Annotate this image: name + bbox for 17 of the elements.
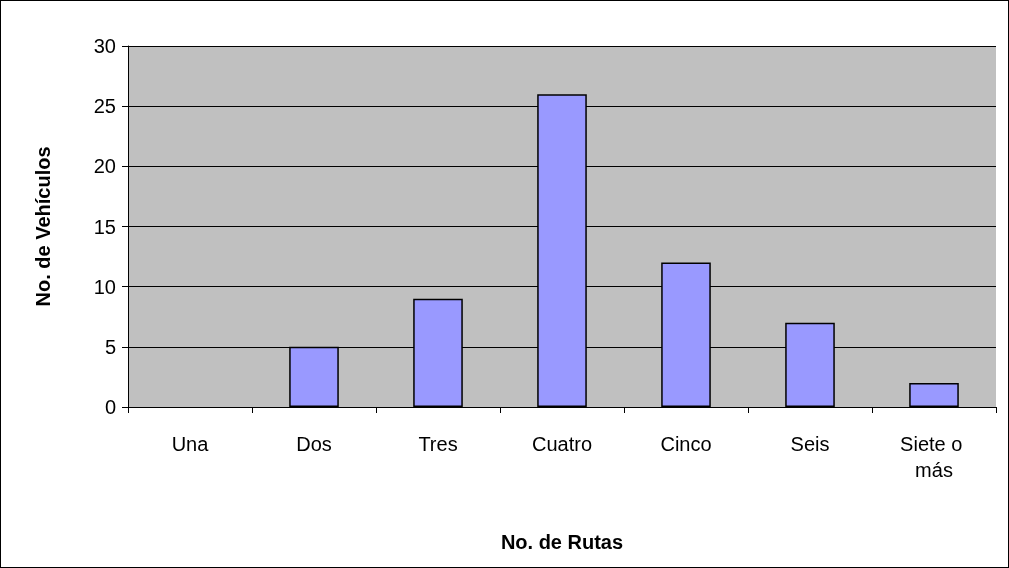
x-tick-label: Cinco <box>660 433 712 455</box>
x-tick-label: Dos <box>296 433 332 455</box>
y-tick-label: 25 <box>93 95 116 118</box>
x-axis-title: No. de Rutas <box>500 531 624 553</box>
x-tick-label: Una <box>171 433 210 455</box>
y-tick-label: 0 <box>104 396 116 418</box>
y-tick-label: 5 <box>104 335 116 358</box>
x-tick-label: Seis <box>790 433 830 455</box>
y-tick-label: 30 <box>93 35 116 57</box>
bar <box>909 382 959 407</box>
x-tick-label: Tres <box>418 433 458 455</box>
y-axis-title: No. de Vehículos <box>32 146 54 307</box>
y-tick-label: 10 <box>93 275 116 298</box>
y-tick-label: 15 <box>93 215 116 238</box>
y-tick-label: 20 <box>93 155 116 178</box>
x-tick-label: Cuatro <box>531 433 593 455</box>
x-tick-label: Siete o más <box>900 433 968 481</box>
